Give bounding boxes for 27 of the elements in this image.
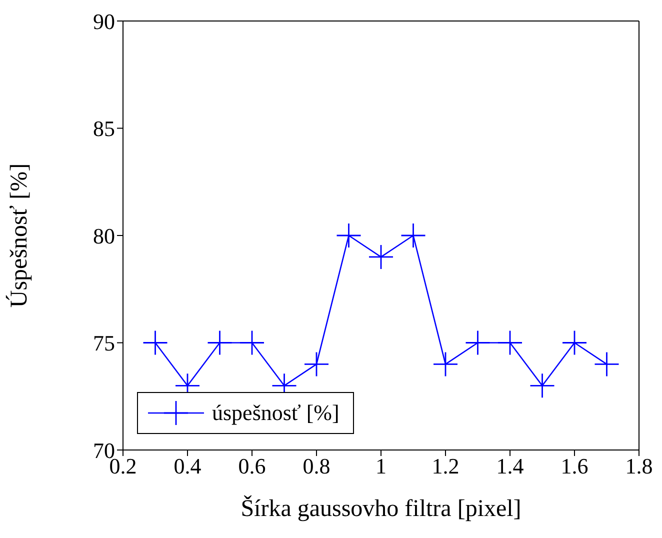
point: [498, 330, 522, 355]
x-tick-label: 0.4: [174, 454, 202, 479]
x-tick-label: 0.8: [302, 454, 330, 479]
point: [240, 330, 264, 355]
y-tick-label: 90: [93, 8, 115, 34]
point: [562, 330, 586, 355]
point: [208, 330, 232, 355]
point: [336, 224, 361, 248]
x-tick-label: 1.4: [496, 454, 524, 479]
point: [530, 374, 554, 398]
x-tick-label: 1.2: [432, 454, 460, 479]
point: [143, 330, 168, 355]
point: [304, 352, 328, 376]
y-axis-title: Úspešnosť [%]: [6, 163, 33, 308]
x-tick-label: 1.8: [625, 454, 653, 479]
point: [434, 352, 458, 376]
point: [466, 330, 490, 355]
y-tick-label: 75: [93, 330, 115, 356]
x-axis-title: Šírka gaussovho filtra [pixel]: [240, 495, 522, 522]
point: [401, 224, 426, 248]
x-tick-label: 1: [376, 454, 386, 479]
y-tick-label: 80: [93, 223, 115, 248]
y-tick-label: 85: [93, 116, 115, 142]
point: [594, 352, 619, 376]
x-tick-label: 0.6: [238, 454, 266, 479]
legend-label: úspešnosť [%]: [212, 400, 340, 426]
x-tick-label: 1.6: [560, 454, 588, 479]
